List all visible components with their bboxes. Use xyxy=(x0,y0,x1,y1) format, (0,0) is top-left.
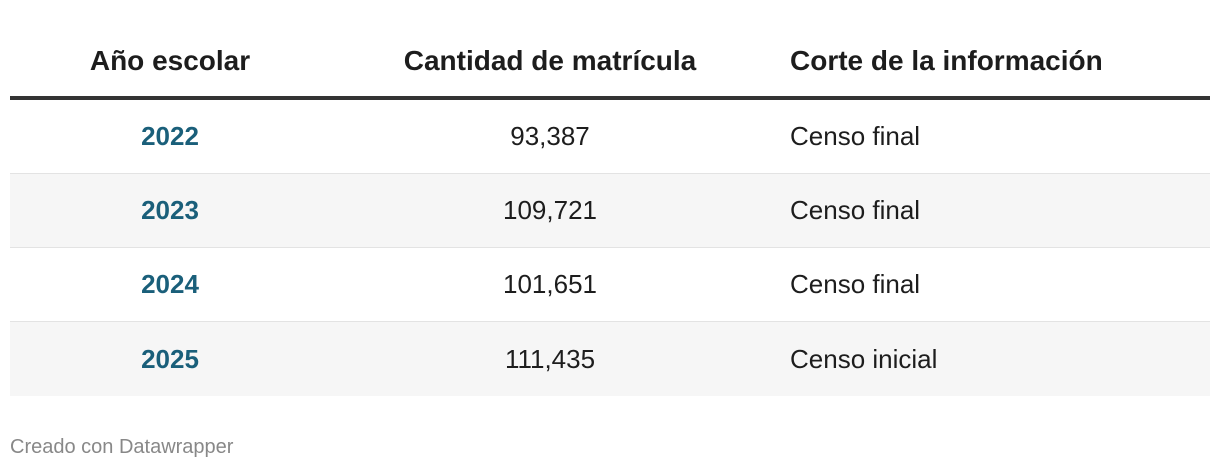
header-enrollment: Cantidad de matrícula xyxy=(403,45,697,76)
cutoff-cell: Censo final xyxy=(790,195,921,225)
table-row: 2025 111,435 Censo inicial xyxy=(10,322,1210,396)
table-row: 2024 101,651 Censo final xyxy=(10,248,1210,322)
cutoff-cell: Censo inicial xyxy=(790,343,938,374)
year-cell: 2024 xyxy=(141,269,199,299)
enrollment-cell: 109,721 xyxy=(503,195,597,225)
table-row: 2023 109,721 Censo final xyxy=(10,174,1210,248)
year-cell: 2025 xyxy=(141,343,199,374)
cutoff-cell: Censo final xyxy=(790,121,921,151)
header-year: Año escolar xyxy=(89,45,251,76)
table-row: 2022 93,387 Censo final xyxy=(10,100,1210,174)
year-cell: 2023 xyxy=(141,195,199,225)
enrollment-cell: 101,651 xyxy=(503,269,597,299)
datawrapper-credit: Creado con Datawrapper xyxy=(10,436,234,458)
table-header: Año escolar Cantidad de matrícula Corte … xyxy=(10,26,1210,100)
header-cutoff: Corte de la información xyxy=(790,45,1103,76)
data-table: Año escolar Cantidad de matrícula Corte … xyxy=(10,26,1210,396)
enrollment-cell: 111,435 xyxy=(504,343,596,374)
cutoff-cell: Censo final xyxy=(790,269,921,299)
year-cell: 2022 xyxy=(141,121,199,151)
enrollment-cell: 93,387 xyxy=(510,121,590,151)
